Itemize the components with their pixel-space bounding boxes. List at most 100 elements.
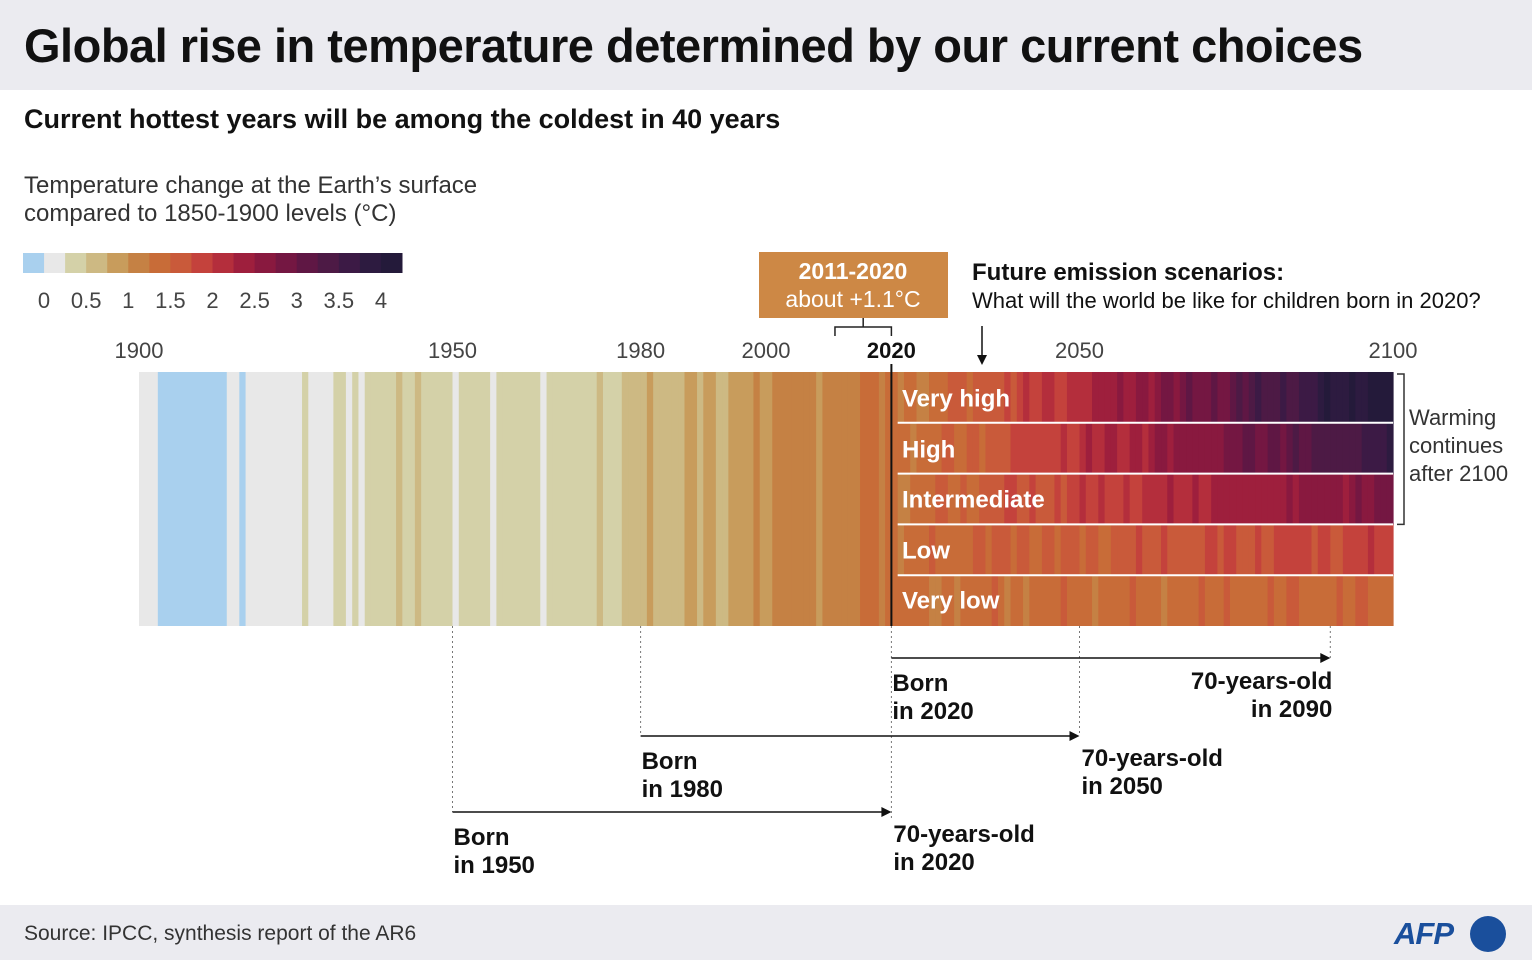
scenario-stripe — [1198, 575, 1206, 626]
observed-stripe — [295, 372, 303, 626]
scenario-stripe — [1004, 524, 1012, 576]
scenario-stripe — [1004, 473, 1012, 525]
observed-stripe — [251, 372, 259, 626]
observed-stripe — [314, 372, 322, 626]
scenario-stripe — [1054, 422, 1062, 474]
scenario-stripe — [1349, 473, 1356, 525]
scenario-stripe — [1380, 575, 1388, 626]
scenario-stripe — [1123, 524, 1131, 576]
scenario-stripe — [1198, 473, 1206, 525]
scenario-stripe — [1248, 575, 1256, 626]
scenario-stripe — [1298, 372, 1306, 423]
scenario-stripe — [1374, 422, 1382, 474]
lifespan-arrow-head — [881, 807, 892, 817]
observed-stripe — [609, 372, 617, 626]
scenario-stripe — [947, 372, 955, 423]
scenario-stripe — [1161, 422, 1168, 474]
observed-stripe — [207, 372, 215, 626]
scenario-stripe — [1217, 575, 1225, 626]
scenario-stripe — [1317, 372, 1325, 423]
scenario-stripe — [935, 372, 943, 423]
observed-stripe — [402, 372, 410, 626]
scenario-stripe — [929, 422, 936, 474]
scenario-stripe — [947, 473, 955, 525]
observed-stripe — [283, 372, 291, 626]
scenario-stripe — [1367, 524, 1375, 576]
observed-stripe — [151, 372, 159, 626]
scenario-stripe — [1129, 575, 1137, 626]
scenario-stripe — [1223, 473, 1231, 525]
scenario-stripe — [1261, 372, 1269, 423]
color-scale-tick: 0.5 — [71, 288, 102, 313]
scenario-stripe — [941, 372, 949, 423]
observed-stripe — [753, 372, 761, 626]
scenario-stripe — [1380, 372, 1388, 423]
observed-stripe — [665, 372, 673, 626]
scenario-stripe — [1060, 473, 1068, 525]
scenario-stripe — [1386, 473, 1394, 525]
scenario-stripe — [1186, 422, 1193, 474]
scenario-stripe — [922, 372, 930, 423]
lifespan-arrow-head — [1320, 653, 1331, 663]
scenario-stripe — [1342, 524, 1350, 576]
scenario-stripe — [1273, 575, 1281, 626]
x-axis-tick: 2050 — [1055, 338, 1104, 363]
observed-stripe — [590, 372, 598, 626]
scenario-stripe — [916, 422, 924, 474]
scenario-stripe — [1255, 473, 1262, 525]
scenario-stripe — [1361, 524, 1369, 576]
scenario-stripe — [1054, 575, 1062, 626]
scenario-stripe — [1355, 575, 1363, 626]
scenario-stripe — [1311, 422, 1319, 474]
scenario-stripe — [991, 473, 999, 525]
scenario-stripe — [1198, 524, 1206, 576]
scenario-label: Intermediate — [902, 486, 1045, 513]
color-scale-swatch — [107, 253, 129, 273]
observed-stripe — [659, 372, 667, 626]
scenario-stripe — [1198, 372, 1206, 423]
observed-stripe — [145, 372, 153, 626]
scenario-stripe — [991, 575, 999, 626]
observed-stripe — [885, 372, 892, 626]
observed-stripe — [289, 372, 297, 626]
scenario-stripe — [1386, 524, 1394, 576]
scenario-stripe — [1104, 422, 1112, 474]
scenario-stripe — [997, 372, 1005, 423]
color-scale-tick: 2.5 — [239, 288, 270, 313]
scenario-stripe — [979, 575, 987, 626]
scenario-stripe — [1255, 372, 1262, 423]
scenario-stripe — [1311, 524, 1319, 576]
scenario-label: Very low — [902, 587, 1000, 614]
page-subtitle: Current hottest years will be among the … — [24, 104, 781, 134]
color-scale-swatch — [23, 253, 45, 273]
scenario-stripe — [916, 575, 924, 626]
scenario-stripe — [1023, 422, 1030, 474]
scenario-stripe — [1267, 575, 1275, 626]
scenario-stripe — [991, 422, 999, 474]
color-scale-tick: 1 — [122, 288, 134, 313]
scenario-stripe — [1204, 575, 1212, 626]
scenario-stripe — [1324, 524, 1331, 576]
observed-stripe — [201, 372, 209, 626]
scenario-stripe — [1041, 372, 1049, 423]
scenario-stripe — [1079, 575, 1087, 626]
scenario-stripe — [1380, 524, 1388, 576]
scenario-stripe — [1148, 524, 1156, 576]
scenario-stripe — [1292, 473, 1300, 525]
scenario-stripe — [972, 524, 980, 576]
scenario-stripe — [1298, 575, 1306, 626]
color-scale-swatch — [359, 253, 382, 273]
observed-stripe — [853, 372, 861, 626]
scenario-stripe — [1255, 575, 1262, 626]
observed-stripe — [439, 372, 447, 626]
scenario-stripe — [1242, 524, 1250, 576]
scenario-stripe — [1117, 575, 1124, 626]
scenario-stripe — [960, 372, 968, 423]
color-scale-swatch — [44, 253, 66, 273]
scenario-stripe — [1305, 575, 1313, 626]
observed-stripe — [697, 372, 704, 626]
observed-stripe — [866, 372, 874, 626]
scenario-stripe — [966, 524, 974, 576]
scenario-stripe — [1217, 524, 1225, 576]
scenario-stripe — [1261, 422, 1269, 474]
